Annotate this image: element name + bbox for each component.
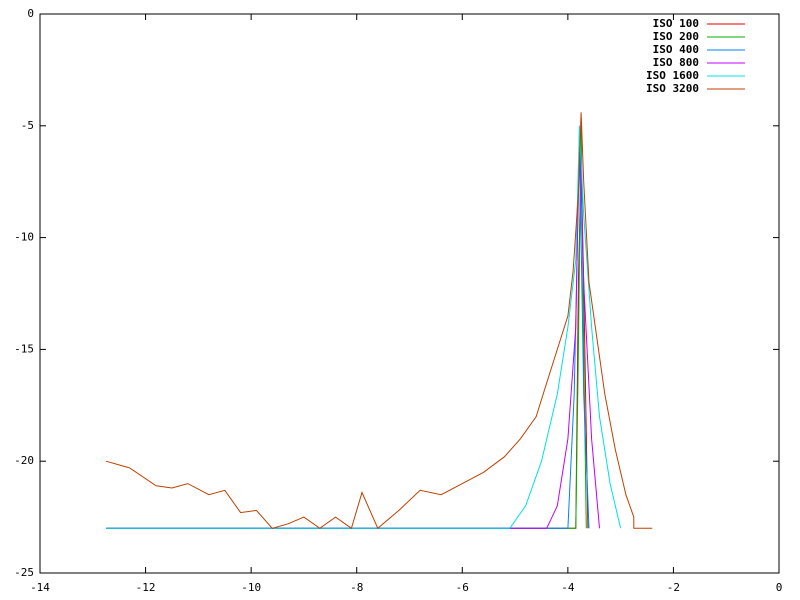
series-line xyxy=(106,143,590,529)
x-tick-label: -14 xyxy=(30,581,50,594)
series-line xyxy=(106,165,589,529)
x-tick-label: -12 xyxy=(136,581,156,594)
y-tick-label: 0 xyxy=(27,7,34,20)
y-tick-label: -15 xyxy=(14,342,34,355)
series-line xyxy=(106,119,587,529)
y-tick-label: -20 xyxy=(14,454,34,467)
x-tick-label: 0 xyxy=(776,581,783,594)
y-tick-label: -5 xyxy=(21,119,34,132)
x-tick-label: -4 xyxy=(561,581,575,594)
legend-label: ISO 3200 xyxy=(646,82,699,95)
x-tick-label: -6 xyxy=(456,581,469,594)
plot-frame xyxy=(39,13,780,574)
x-tick-label: -8 xyxy=(350,581,363,594)
y-tick-label: -25 xyxy=(14,566,34,579)
legend-label: ISO 1600 xyxy=(646,69,699,82)
legend-label: ISO 200 xyxy=(653,30,699,43)
legend-label: ISO 400 xyxy=(653,43,699,56)
y-tick-label: -10 xyxy=(14,231,34,244)
legend-label: ISO 800 xyxy=(653,56,699,69)
x-tick-label: -10 xyxy=(241,581,261,594)
series-line xyxy=(105,112,653,530)
legend-label: ISO 100 xyxy=(653,17,699,30)
series-line xyxy=(106,125,622,529)
series-line xyxy=(106,125,600,529)
x-tick-label: -2 xyxy=(667,581,680,594)
